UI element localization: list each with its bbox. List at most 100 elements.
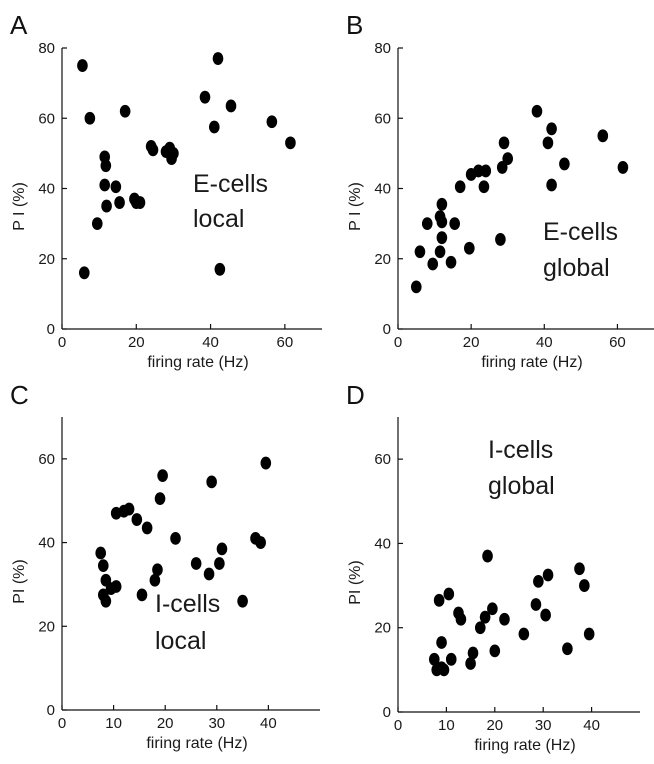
x-tick-label: 10 <box>438 717 455 734</box>
data-point <box>496 161 508 174</box>
x-axis-label: firing rate (Hz) <box>147 354 248 371</box>
data-point <box>266 115 278 129</box>
y-tick-label: 40 <box>38 181 55 198</box>
data-point <box>152 563 163 577</box>
data-point <box>449 217 460 231</box>
data-point <box>502 152 514 166</box>
x-tick-label: 20 <box>128 334 145 351</box>
data-point <box>436 231 448 245</box>
data-point <box>482 549 493 563</box>
data-point <box>216 542 228 556</box>
y-axis-label: P I (%) <box>347 182 364 231</box>
y-tick-label: 60 <box>38 451 55 468</box>
data-point <box>542 568 554 582</box>
data-point <box>498 136 510 150</box>
y-tick-label: 40 <box>374 535 391 552</box>
data-point <box>540 608 551 622</box>
data-point <box>436 197 448 211</box>
panel-annotation: global <box>488 472 555 500</box>
x-tick-label: 30 <box>535 717 552 734</box>
data-point <box>546 178 557 192</box>
panel-c: C 0 20 40 60 0 10 20 30 40 firing rate (Hz) PI (%)… <box>10 380 320 752</box>
data-point <box>559 157 570 171</box>
data-point <box>445 255 457 269</box>
data-point <box>433 593 445 607</box>
panel-annotation: local <box>193 205 244 233</box>
data-point <box>199 90 211 104</box>
data-point <box>464 241 475 255</box>
data-point <box>542 136 554 150</box>
x-tick-label: 20 <box>486 717 503 734</box>
data-point <box>562 642 573 656</box>
data-point <box>597 129 609 143</box>
data-point <box>421 217 433 231</box>
x-tick-label: 10 <box>105 715 122 732</box>
x-tick-label: 40 <box>536 334 553 351</box>
x-tick-label: 0 <box>394 334 402 351</box>
x-axis-label: firing rate (Hz) <box>474 737 575 754</box>
data-point <box>123 502 135 516</box>
data-point <box>134 196 146 209</box>
data-point <box>474 621 486 635</box>
y-tick-label: 20 <box>38 618 55 635</box>
data-point <box>214 262 226 276</box>
data-point <box>149 573 161 587</box>
data-point <box>533 574 544 588</box>
data-point <box>454 180 466 194</box>
data-point <box>99 178 111 192</box>
y-tick-label: 0 <box>47 702 55 719</box>
data-point <box>489 644 501 658</box>
x-tick-label: 40 <box>202 334 219 351</box>
data-point <box>574 562 585 576</box>
x-tick-label: 60 <box>609 334 626 351</box>
data-point <box>206 475 217 489</box>
data-point <box>531 104 543 118</box>
data-point <box>429 652 440 666</box>
data-point <box>479 610 491 624</box>
data-point <box>445 652 457 666</box>
data-point <box>487 602 498 616</box>
y-tick-label: 60 <box>374 110 391 127</box>
panel-d: D 0 20 40 60 0 10 20 30 40 firing rate (Hz) PI (%)… <box>346 380 640 754</box>
data-point <box>225 99 237 113</box>
data-point <box>530 598 542 611</box>
y-axis-label: P I (%) <box>11 182 28 231</box>
data-point <box>212 52 224 65</box>
y-tick-label: 0 <box>47 321 55 338</box>
data-point <box>157 469 168 482</box>
y-tick-label: 20 <box>374 251 391 268</box>
data-point <box>546 122 557 136</box>
x-axis-label: firing rate (Hz) <box>146 735 247 752</box>
data-point <box>410 280 422 294</box>
x-axis-label: firing rate (Hz) <box>481 354 582 371</box>
data-point <box>168 146 179 160</box>
x-tick-label: 0 <box>58 334 66 351</box>
data-point <box>141 521 153 535</box>
panel-annotation: global <box>543 254 610 282</box>
panel-b: B 0 20 40 60 80 0 20 40 60 firing rate (Hz) P I (%… <box>346 10 654 371</box>
data-point <box>84 111 96 125</box>
panel-annotation: local <box>155 627 206 655</box>
data-point <box>147 143 159 157</box>
data-point <box>131 513 143 526</box>
y-tick-label: 80 <box>38 40 55 57</box>
x-tick-label: 0 <box>394 717 402 734</box>
panel-label: D <box>346 380 365 410</box>
data-point <box>170 531 181 545</box>
data-point <box>101 199 112 213</box>
data-point <box>495 233 506 246</box>
data-point <box>255 536 266 549</box>
data-point <box>438 663 450 677</box>
panel-a: A 0 20 40 60 80 0 20 40 60 firing rate (Hz) P I (%… <box>10 10 322 371</box>
data-point <box>91 217 103 231</box>
y-tick-label: 60 <box>374 451 391 468</box>
x-tick-label: 0 <box>58 715 66 732</box>
x-tick-label: 40 <box>260 715 277 732</box>
data-point <box>100 594 112 608</box>
data-point <box>583 627 595 641</box>
data-point <box>190 557 202 570</box>
data-point <box>110 180 122 194</box>
y-tick-label: 80 <box>374 40 391 57</box>
panel-annotation: E-cells <box>543 218 618 246</box>
